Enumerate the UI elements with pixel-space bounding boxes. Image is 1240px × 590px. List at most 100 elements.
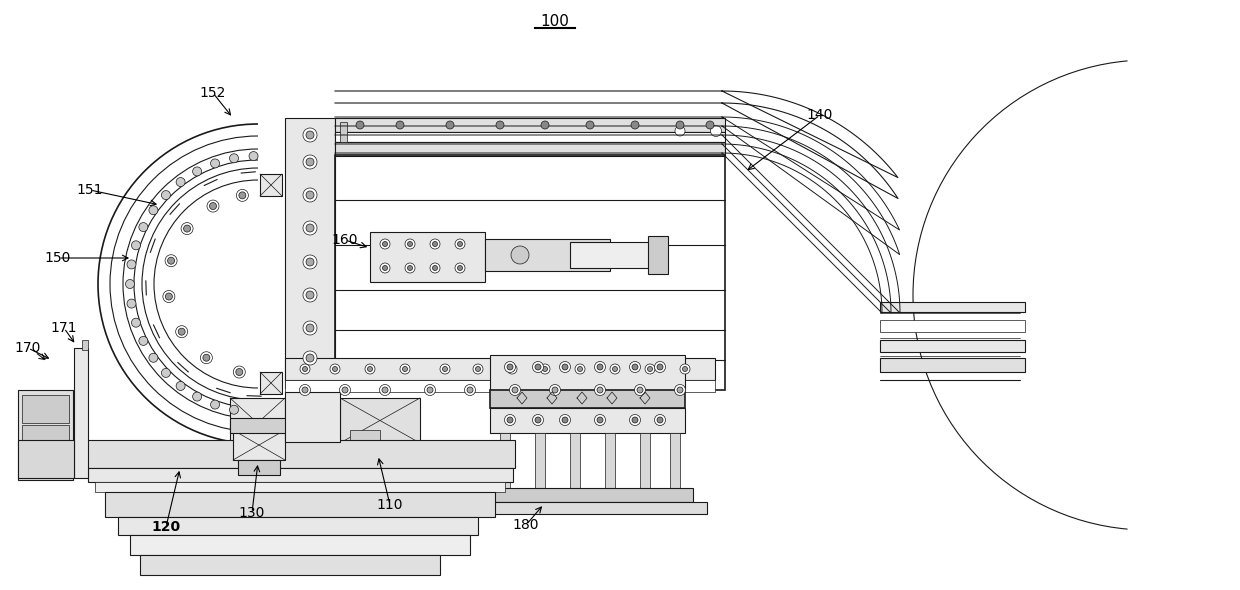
Circle shape — [126, 260, 136, 269]
Bar — [88, 468, 513, 482]
Circle shape — [201, 352, 212, 363]
Bar — [105, 492, 495, 517]
Circle shape — [237, 189, 248, 201]
Circle shape — [162, 290, 175, 303]
Circle shape — [165, 255, 177, 267]
Bar — [490, 355, 684, 390]
Circle shape — [125, 280, 134, 289]
Circle shape — [534, 364, 541, 370]
Bar — [22, 395, 69, 423]
Circle shape — [427, 387, 433, 393]
Circle shape — [306, 354, 314, 362]
Circle shape — [446, 121, 454, 129]
Bar — [22, 455, 69, 477]
Bar — [463, 502, 707, 514]
Circle shape — [596, 387, 603, 393]
Circle shape — [306, 224, 314, 232]
Text: 100: 100 — [541, 15, 569, 30]
Circle shape — [131, 318, 140, 327]
Circle shape — [300, 364, 310, 374]
Circle shape — [680, 364, 689, 374]
Text: 152: 152 — [200, 86, 226, 100]
Circle shape — [507, 364, 513, 370]
Circle shape — [655, 415, 666, 425]
Circle shape — [408, 241, 413, 247]
Circle shape — [632, 417, 639, 423]
Circle shape — [300, 385, 310, 395]
Circle shape — [440, 364, 450, 374]
Circle shape — [192, 392, 202, 401]
Circle shape — [303, 188, 317, 202]
Circle shape — [631, 121, 639, 129]
Circle shape — [161, 368, 170, 378]
Circle shape — [176, 326, 187, 337]
Circle shape — [379, 239, 391, 249]
Circle shape — [131, 241, 140, 250]
Circle shape — [239, 192, 246, 199]
Circle shape — [229, 405, 238, 414]
Circle shape — [507, 417, 513, 423]
Circle shape — [706, 121, 714, 129]
Bar — [285, 392, 340, 442]
Circle shape — [181, 222, 193, 235]
Bar — [490, 390, 684, 408]
Circle shape — [594, 415, 605, 425]
Text: 170: 170 — [15, 341, 41, 355]
Circle shape — [332, 366, 337, 372]
Circle shape — [303, 351, 317, 365]
Circle shape — [587, 121, 594, 129]
Bar — [640, 433, 650, 488]
Circle shape — [303, 155, 317, 169]
Circle shape — [211, 400, 219, 409]
Bar — [880, 302, 1025, 312]
Circle shape — [303, 366, 308, 372]
Circle shape — [594, 362, 605, 372]
Circle shape — [539, 364, 551, 374]
Bar — [140, 555, 440, 575]
Circle shape — [510, 385, 521, 395]
Circle shape — [408, 266, 413, 270]
Circle shape — [455, 239, 465, 249]
Circle shape — [306, 291, 314, 299]
Bar — [335, 155, 725, 390]
Text: 171: 171 — [51, 321, 77, 335]
Circle shape — [303, 128, 317, 142]
Bar — [241, 440, 275, 465]
Circle shape — [229, 154, 238, 163]
Circle shape — [675, 385, 686, 395]
Bar — [74, 348, 88, 478]
Circle shape — [405, 263, 415, 273]
Bar — [19, 440, 74, 478]
Bar — [350, 430, 379, 455]
Bar — [82, 340, 88, 350]
Bar — [335, 142, 725, 156]
Circle shape — [645, 364, 655, 374]
Circle shape — [184, 225, 191, 232]
Circle shape — [382, 387, 388, 393]
Circle shape — [303, 255, 317, 269]
Bar — [477, 488, 693, 502]
Circle shape — [467, 387, 472, 393]
Circle shape — [549, 385, 560, 395]
Circle shape — [578, 366, 583, 372]
Text: 160: 160 — [332, 233, 358, 247]
Text: 150: 150 — [45, 251, 71, 265]
Circle shape — [532, 415, 543, 425]
Circle shape — [630, 362, 641, 372]
Circle shape — [507, 364, 517, 374]
Bar — [285, 358, 715, 380]
Bar — [118, 517, 477, 535]
Bar — [95, 482, 505, 492]
Bar — [285, 118, 335, 388]
Circle shape — [303, 321, 317, 335]
Bar — [229, 398, 285, 448]
Circle shape — [541, 121, 549, 129]
Circle shape — [165, 293, 172, 300]
Bar — [370, 232, 485, 282]
Text: 140: 140 — [807, 108, 833, 122]
Text: 151: 151 — [77, 183, 103, 197]
Circle shape — [458, 241, 463, 247]
Circle shape — [303, 387, 308, 393]
Circle shape — [512, 387, 518, 393]
Circle shape — [562, 417, 568, 423]
